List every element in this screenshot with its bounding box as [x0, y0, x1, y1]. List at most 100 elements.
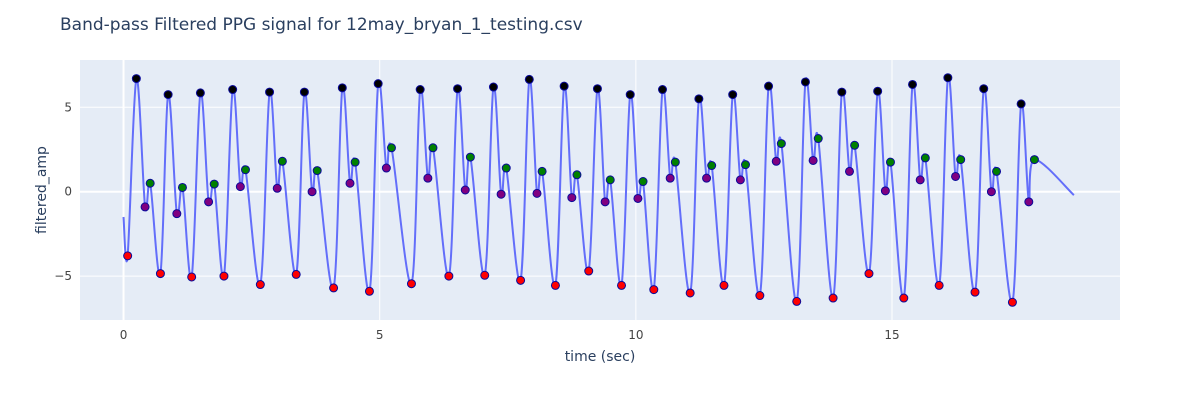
dicrotic-notch-marker [345, 178, 355, 188]
dicrotic-notch-marker [172, 209, 182, 219]
dicrotic-peak-marker [312, 166, 322, 176]
systolic-peak-marker [800, 77, 810, 87]
systolic-peak-marker [694, 94, 704, 104]
systolic-peak-marker [488, 82, 498, 92]
dicrotic-notch-marker [665, 173, 675, 183]
x-tick-label: 5 [376, 328, 384, 342]
trough-marker [792, 296, 802, 306]
trough-marker [255, 280, 265, 290]
trough-marker [480, 270, 490, 280]
dicrotic-notch-marker [808, 155, 818, 165]
dicrotic-peak-marker [537, 166, 547, 176]
dicrotic-peak-marker [209, 179, 219, 189]
dicrotic-peak-marker [885, 157, 895, 167]
dicrotic-peak-marker [638, 177, 648, 187]
trough-marker [899, 293, 909, 303]
systolic-peak-marker [943, 73, 953, 83]
trough-marker [970, 287, 980, 297]
dicrotic-peak-marker [605, 175, 615, 185]
trough-marker [685, 288, 695, 298]
dicrotic-peak-marker [501, 163, 511, 173]
systolic-peak-marker [524, 74, 534, 84]
dicrotic-notch-marker [204, 197, 214, 207]
dicrotic-notch-marker [381, 163, 391, 173]
x-tick-label: 0 [120, 328, 128, 342]
y-tick-label: 0 [64, 185, 72, 199]
dicrotic-peak-marker [240, 165, 250, 175]
dicrotic-peak-marker [740, 160, 750, 170]
dicrotic-notch-marker [140, 202, 150, 212]
dicrotic-notch-marker [496, 189, 506, 199]
dicrotic-peak-marker [707, 161, 717, 171]
systolic-peak-marker [873, 86, 883, 96]
dicrotic-notch-marker [844, 166, 854, 176]
dicrotic-peak-marker [956, 155, 966, 165]
trough-marker [155, 269, 165, 279]
dicrotic-peak-marker [145, 178, 155, 188]
x-tick-labels: 0 5 10 15 [120, 328, 900, 342]
trough-marker [864, 269, 874, 279]
dicrotic-notch-marker [633, 193, 643, 203]
dicrotic-notch-marker [986, 187, 996, 197]
y-tick-label: 5 [64, 100, 72, 114]
trough-marker [516, 275, 526, 285]
systolic-peak-marker [1016, 99, 1026, 109]
dicrotic-notch-marker [951, 171, 961, 181]
trough-marker [1007, 297, 1017, 307]
chart-title: Band-pass Filtered PPG signal for 12may_… [60, 15, 583, 35]
trough-marker [219, 271, 229, 281]
dicrotic-peak-marker [850, 140, 860, 150]
systolic-peak-marker [265, 87, 275, 97]
trough-marker [329, 283, 339, 293]
systolic-peak-marker [373, 79, 383, 89]
markers [123, 73, 1039, 307]
systolic-peak-marker [195, 88, 205, 98]
dicrotic-notch-marker [702, 173, 712, 183]
dicrotic-notch-marker [1024, 197, 1034, 207]
trough-marker [828, 293, 838, 303]
dicrotic-notch-marker [307, 187, 317, 197]
dicrotic-peak-marker [386, 143, 396, 153]
dicrotic-notch-marker [272, 183, 282, 193]
systolic-peak-marker [559, 81, 569, 91]
systolic-peak-marker [625, 90, 635, 100]
dicrotic-peak-marker [813, 134, 823, 144]
signal-line [122, 74, 1075, 304]
systolic-peak-marker [592, 84, 602, 94]
dicrotic-peak-marker [428, 143, 438, 153]
systolic-peak-marker [764, 81, 774, 91]
dicrotic-notch-marker [235, 182, 245, 192]
dicrotic-notch-marker [915, 175, 925, 185]
trough-marker [755, 291, 765, 301]
trough-marker [364, 286, 374, 296]
dicrotic-notch-marker [532, 188, 542, 198]
y-axis-title: filtered_amp [34, 146, 50, 234]
dicrotic-peak-marker [1029, 155, 1039, 165]
dicrotic-notch-marker [460, 185, 470, 195]
dicrotic-peak-marker [920, 153, 930, 163]
trough-marker [123, 251, 133, 261]
dicrotic-notch-marker [880, 186, 890, 196]
dicrotic-notch-marker [771, 156, 781, 166]
trough-marker [444, 271, 454, 281]
dicrotic-peak-marker [572, 170, 582, 180]
trough-marker [550, 280, 560, 290]
zero-lines [80, 60, 1120, 320]
dicrotic-peak-marker [776, 139, 786, 149]
dicrotic-peak-marker [350, 157, 360, 167]
x-tick-label: 15 [884, 328, 899, 342]
trough-marker [649, 285, 659, 295]
systolic-peak-marker [337, 83, 347, 93]
trough-marker [617, 280, 627, 290]
y-tick-label: −5 [54, 269, 72, 283]
systolic-peak-marker [228, 85, 238, 95]
systolic-peak-marker [837, 87, 847, 97]
trough-marker [187, 272, 197, 282]
trough-marker [584, 266, 594, 276]
systolic-peak-marker [415, 85, 425, 95]
dicrotic-peak-marker [277, 156, 287, 166]
dicrotic-peak-marker [992, 166, 1002, 176]
dicrotic-peak-marker [177, 182, 187, 192]
x-axis-title: time (sec) [565, 349, 636, 365]
